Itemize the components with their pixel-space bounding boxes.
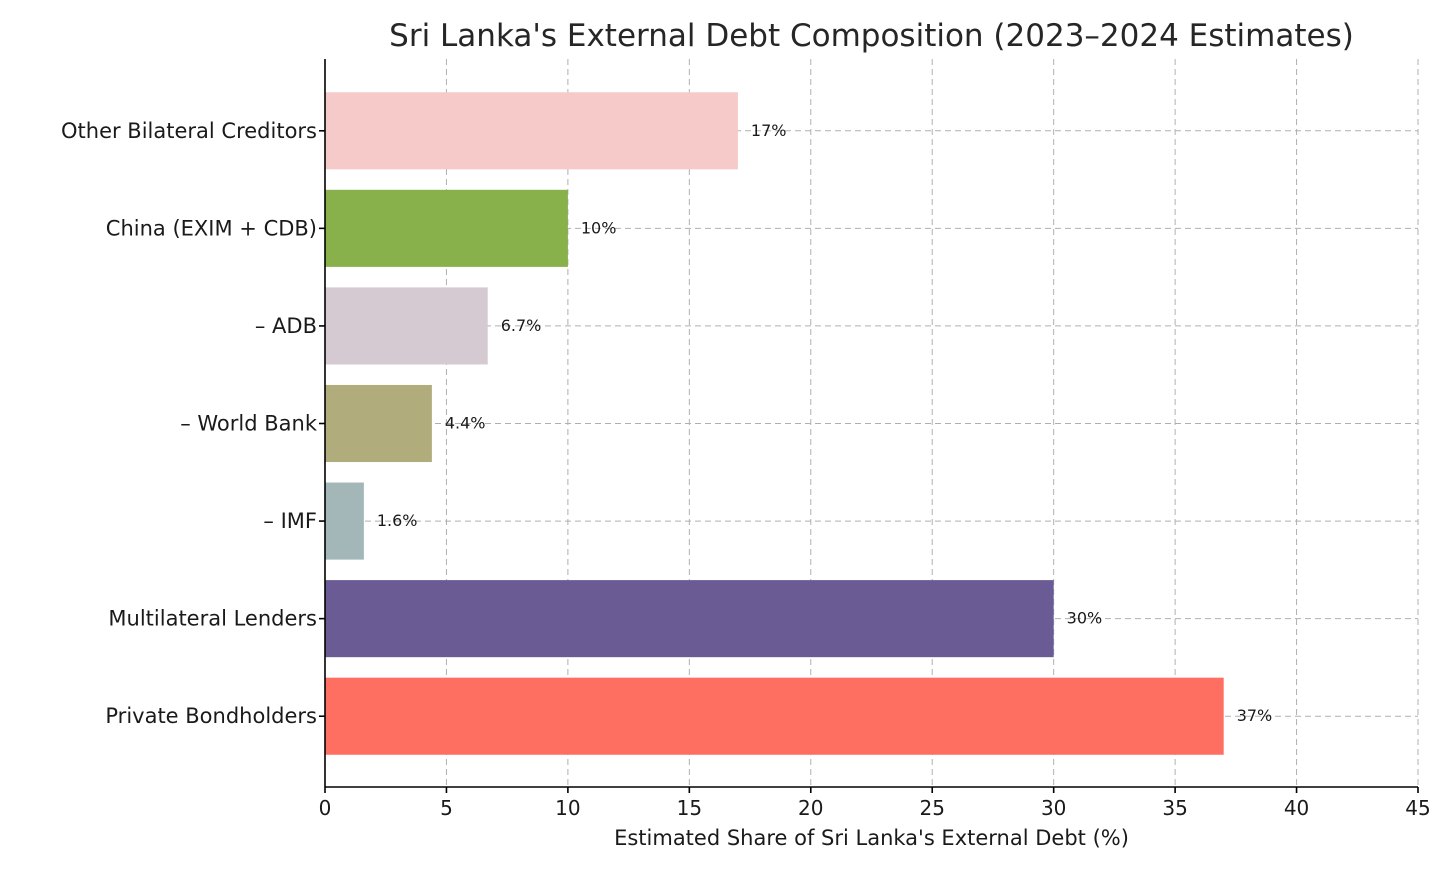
category-label: China (EXIM + CDB) — [106, 216, 317, 240]
category-label: Other Bilateral Creditors — [61, 119, 317, 143]
x-tick-label: 30 — [1041, 796, 1066, 820]
bar — [325, 384, 432, 463]
bar-layer: 37% 30% 1.6% 4.4% 6.7% 10% 17% — [325, 92, 1272, 755]
bar — [325, 677, 1224, 755]
bar — [325, 580, 1054, 658]
x-tick-label: 0 — [319, 796, 332, 820]
category-label: – World Bank — [180, 412, 318, 436]
x-tick-label: 20 — [798, 796, 823, 820]
x-tick-label: 10 — [555, 796, 580, 820]
x-tick-label: 45 — [1405, 796, 1430, 820]
category-label: – ADB — [255, 314, 317, 338]
data-label: 30% — [1067, 609, 1103, 628]
bar — [325, 92, 738, 170]
axis-layer: 0 5 10 15 20 25 30 35 40 45 Private Bondholders Mul… — [61, 59, 1431, 820]
data-label: 10% — [581, 218, 617, 237]
data-label: 37% — [1237, 706, 1273, 725]
category-label: Private Bondholders — [105, 704, 317, 728]
x-axis-label: Estimated Share of Sri Lanka's External … — [614, 826, 1129, 850]
data-label: 4.4% — [445, 414, 486, 433]
category-label: – IMF — [263, 509, 317, 533]
chart-title: Sri Lanka's External Debt Composition (2… — [389, 18, 1354, 54]
x-tick-label: 15 — [677, 796, 702, 820]
x-tick-label: 25 — [919, 796, 944, 820]
data-label: 1.6% — [377, 511, 418, 530]
x-tick-label: 5 — [440, 796, 453, 820]
category-label: Multilateral Lenders — [108, 607, 317, 631]
bar — [325, 189, 568, 267]
bar — [325, 482, 364, 560]
data-label: 6.7% — [501, 316, 542, 335]
bar — [325, 287, 488, 365]
x-tick-label: 40 — [1284, 796, 1309, 820]
x-tick-label: 35 — [1162, 796, 1187, 820]
data-label: 17% — [751, 121, 787, 140]
